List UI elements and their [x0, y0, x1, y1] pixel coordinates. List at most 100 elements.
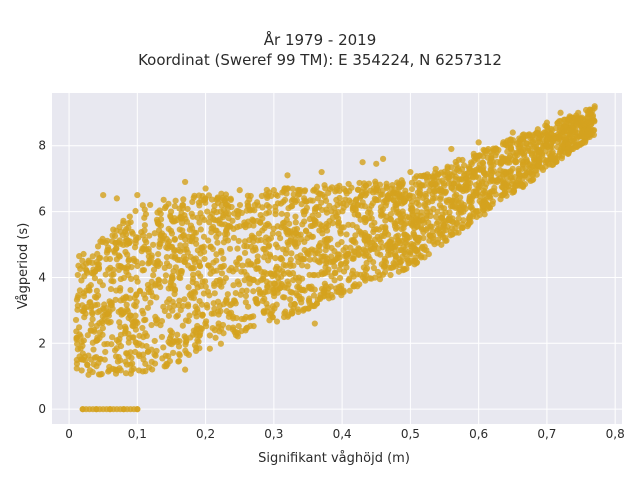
data-point	[222, 191, 230, 198]
data-point	[371, 274, 379, 281]
data-point	[89, 316, 96, 323]
data-point	[306, 299, 313, 307]
data-point	[550, 135, 557, 142]
data-point	[422, 192, 429, 200]
data-point	[408, 243, 415, 250]
data-point	[314, 258, 322, 265]
data-point	[399, 208, 406, 215]
data-point	[392, 252, 399, 259]
data-point	[182, 347, 189, 354]
data-point	[560, 141, 567, 149]
data-point	[396, 258, 403, 266]
data-point	[194, 214, 201, 221]
data-point	[148, 346, 155, 353]
data-point	[460, 183, 467, 191]
data-point	[246, 280, 253, 287]
data-point	[272, 203, 279, 210]
data-point	[380, 262, 388, 269]
data-point	[194, 337, 201, 344]
y-tick-label: 8	[38, 139, 46, 153]
data-point	[263, 308, 271, 315]
data-point	[298, 201, 305, 208]
data-point	[109, 334, 116, 341]
data-point	[438, 214, 446, 221]
data-point	[79, 350, 86, 357]
data-point	[382, 202, 389, 209]
x-axis-label: Signifikant våghöjd (m)	[258, 451, 410, 466]
data-point	[464, 170, 471, 177]
data-point	[409, 207, 416, 214]
data-point	[308, 283, 315, 290]
data-point	[345, 277, 352, 284]
data-point	[88, 327, 95, 334]
data-point	[170, 282, 177, 289]
data-point	[123, 306, 130, 313]
data-point	[362, 217, 370, 224]
data-point	[174, 256, 181, 263]
data-point	[362, 183, 369, 190]
data-point	[324, 255, 331, 262]
data-point	[182, 317, 190, 324]
data-point	[89, 309, 96, 316]
data-point	[188, 210, 195, 217]
data-point	[146, 232, 153, 239]
data-point	[475, 139, 482, 146]
data-point	[235, 208, 242, 215]
data-point	[117, 228, 125, 235]
data-point	[287, 256, 294, 263]
data-point	[400, 265, 407, 272]
data-point	[264, 288, 271, 295]
data-point	[213, 233, 220, 240]
data-point	[95, 264, 103, 271]
data-point	[356, 281, 363, 288]
data-point	[314, 195, 321, 202]
data-point	[241, 219, 248, 226]
data-point	[432, 213, 440, 220]
data-point	[519, 175, 526, 182]
x-tick-label: 0,1	[128, 427, 147, 441]
data-point	[220, 207, 227, 214]
data-point	[172, 197, 179, 204]
data-point	[444, 163, 451, 170]
data-point	[163, 244, 170, 251]
data-point	[414, 216, 421, 223]
data-point	[264, 194, 271, 201]
data-point	[507, 144, 514, 151]
data-point	[444, 174, 451, 182]
data-point	[78, 338, 85, 345]
data-point	[366, 256, 373, 263]
data-point	[210, 259, 217, 266]
data-point	[348, 237, 355, 244]
data-point	[556, 149, 564, 156]
data-point	[94, 301, 101, 308]
data-point	[239, 262, 246, 269]
data-point	[354, 202, 361, 209]
data-point	[251, 201, 259, 209]
data-point	[395, 247, 403, 254]
data-point	[543, 141, 550, 149]
data-point	[373, 197, 380, 204]
data-point	[366, 275, 373, 282]
data-point	[166, 304, 173, 311]
data-point	[209, 223, 217, 230]
data-point	[317, 190, 324, 197]
data-point	[323, 209, 331, 216]
data-point	[455, 205, 462, 212]
data-point	[88, 321, 95, 328]
data-point	[227, 195, 234, 202]
data-point	[197, 226, 204, 233]
data-point	[359, 199, 366, 206]
data-point	[423, 197, 430, 204]
data-point	[227, 302, 234, 309]
data-point	[284, 185, 291, 192]
data-point	[392, 225, 400, 232]
data-point	[78, 356, 85, 363]
data-point	[263, 201, 271, 209]
data-point	[387, 271, 394, 279]
data-point	[489, 198, 496, 205]
data-point	[78, 367, 85, 374]
data-point	[132, 303, 139, 310]
data-point	[280, 198, 287, 205]
data-point	[217, 340, 224, 347]
data-point	[338, 282, 345, 289]
